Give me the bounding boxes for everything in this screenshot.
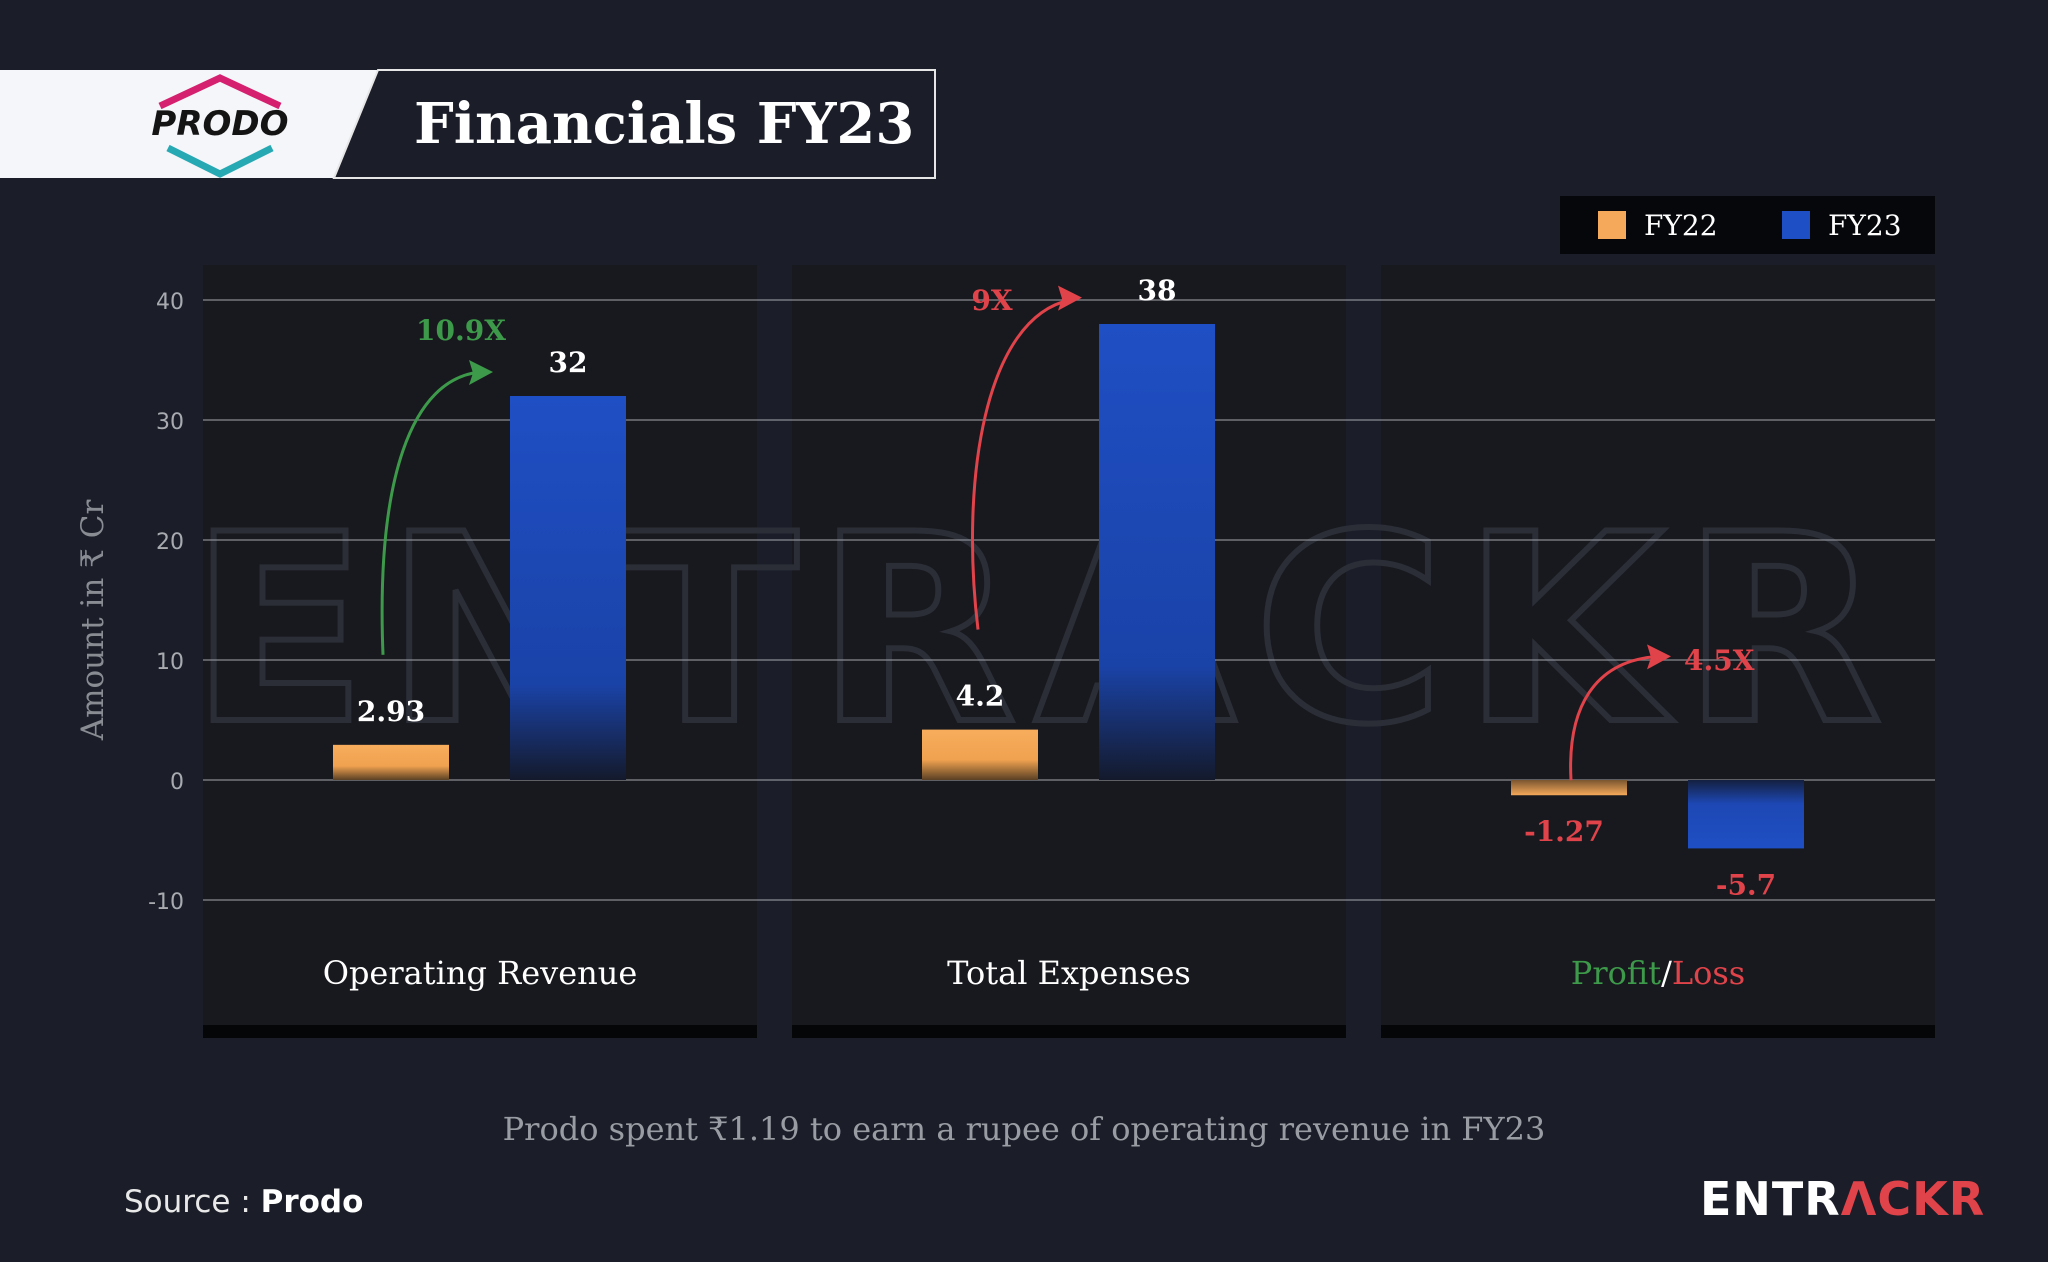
growth-label: 10.9X: [416, 314, 506, 347]
title-banner: [0, 69, 936, 179]
data-label: 38: [1138, 274, 1177, 307]
bar-fy22: [333, 744, 449, 780]
growth-label: 4.5X: [1684, 644, 1755, 677]
growth-arrow: [1569, 654, 1660, 781]
bar-fy23: [510, 396, 626, 780]
bar-fy22: [1511, 780, 1627, 796]
growth-arrowhead: [1058, 285, 1082, 311]
panel-background: [1381, 265, 1935, 1025]
page-title: Financials FY23: [414, 91, 915, 157]
panel-background: [203, 265, 757, 1025]
legend-swatch-fy22: [1598, 211, 1626, 239]
category-label-operating-revenue: Operating Revenue: [322, 954, 638, 992]
y-tick-label: 40: [156, 290, 184, 315]
panel-baseline: [792, 1025, 1346, 1038]
data-label: -5.7: [1716, 868, 1776, 901]
data-label: 2.93: [357, 695, 425, 728]
y-tick-label: -10: [148, 890, 184, 915]
legend-label-fy23: FY23: [1828, 208, 1902, 242]
brand-part2: ΛCKR: [1840, 1172, 1986, 1226]
panel-background: [792, 265, 1346, 1025]
bar-fy23: [1688, 780, 1804, 849]
svg-text:ENTRACKR: ENTRACKR: [190, 480, 1900, 782]
panel-baseline: [203, 1025, 757, 1038]
legend-swatch-fy23: [1782, 211, 1810, 239]
growth-arrow: [380, 370, 482, 655]
caption: Prodo spent ₹1.19 to earn a rupee of ope…: [502, 1110, 1546, 1148]
growth-label: 9X: [971, 284, 1012, 317]
category-label-loss: Loss: [1671, 954, 1746, 992]
y-tick-label: 20: [156, 530, 184, 555]
y-tick-label: 10: [156, 650, 184, 675]
legend: FY22 FY23: [1560, 196, 1935, 254]
bar-fy23: [1099, 324, 1215, 780]
growth-arrow: [971, 298, 1071, 630]
data-label: -1.27: [1524, 815, 1604, 848]
growth-arrowhead: [1647, 644, 1671, 670]
category-label-profit-loss: Profit/Loss: [1381, 950, 1935, 996]
y-axis-label-wrap: Amount in ₹ Cr: [60, 480, 126, 760]
source-name: Prodo: [260, 1184, 364, 1220]
source-note: Source : Prodo: [124, 1184, 363, 1220]
legend-item-fy23: FY23: [1782, 196, 1902, 254]
y-tick-label: 0: [170, 770, 184, 795]
category-label-profit: Profit: [1570, 954, 1662, 992]
legend-label-fy22: FY22: [1644, 208, 1718, 242]
category-label-slash: /: [1661, 954, 1672, 992]
y-tick-label: 30: [156, 410, 184, 435]
panel-baseline: [1381, 1025, 1935, 1038]
data-label: 4.2: [956, 680, 1005, 713]
bar-fy22: [922, 729, 1038, 780]
source-prefix: Source :: [124, 1184, 261, 1220]
y-axis-label: Amount in ₹ Cr: [75, 499, 111, 741]
brand-part1: ENTR: [1700, 1172, 1841, 1226]
logo-text: PRODO: [151, 104, 289, 144]
category-label-total-expenses: Total Expenses: [947, 954, 1191, 992]
watermark: ENTRACKR: [187, 477, 1900, 785]
growth-arrowhead: [469, 360, 493, 385]
legend-item-fy22: FY22: [1598, 196, 1718, 254]
data-label: 32: [549, 346, 588, 379]
entrackr-logo: ENTRΛCKR: [1700, 1172, 1984, 1226]
prodo-logo: PRODO: [140, 72, 300, 182]
